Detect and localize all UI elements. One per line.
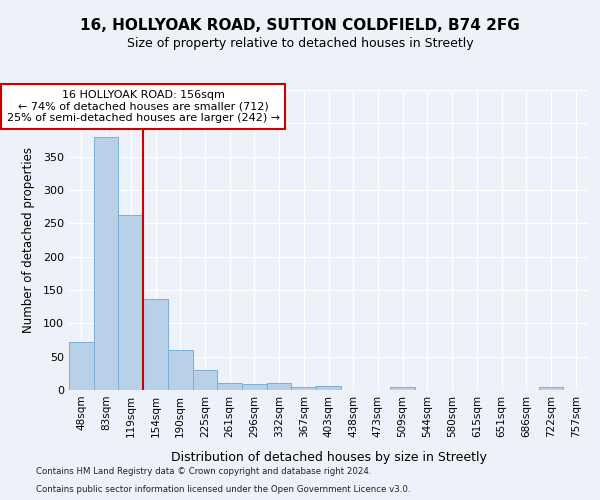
Bar	[267, 384, 292, 390]
X-axis label: Distribution of detached houses by size in Streetly: Distribution of detached houses by size …	[170, 451, 487, 464]
Text: Size of property relative to detached houses in Streetly: Size of property relative to detached ho…	[127, 38, 473, 51]
Bar	[193, 370, 217, 390]
Bar	[242, 384, 267, 390]
Text: 16 HOLLYOAK ROAD: 156sqm
← 74% of detached houses are smaller (712)
25% of semi-: 16 HOLLYOAK ROAD: 156sqm ← 74% of detach…	[7, 90, 280, 123]
Bar	[292, 386, 316, 390]
Bar	[118, 216, 143, 390]
Text: Contains HM Land Registry data © Crown copyright and database right 2024.: Contains HM Land Registry data © Crown c…	[36, 467, 371, 476]
Bar	[217, 384, 242, 390]
Bar	[69, 342, 94, 390]
Bar	[539, 388, 563, 390]
Bar	[94, 136, 118, 390]
Bar	[143, 300, 168, 390]
Bar	[390, 388, 415, 390]
Bar	[168, 350, 193, 390]
Text: 16, HOLLYOAK ROAD, SUTTON COLDFIELD, B74 2FG: 16, HOLLYOAK ROAD, SUTTON COLDFIELD, B74…	[80, 18, 520, 32]
Bar	[316, 386, 341, 390]
Y-axis label: Number of detached properties: Number of detached properties	[22, 147, 35, 333]
Text: Contains public sector information licensed under the Open Government Licence v3: Contains public sector information licen…	[36, 485, 410, 494]
